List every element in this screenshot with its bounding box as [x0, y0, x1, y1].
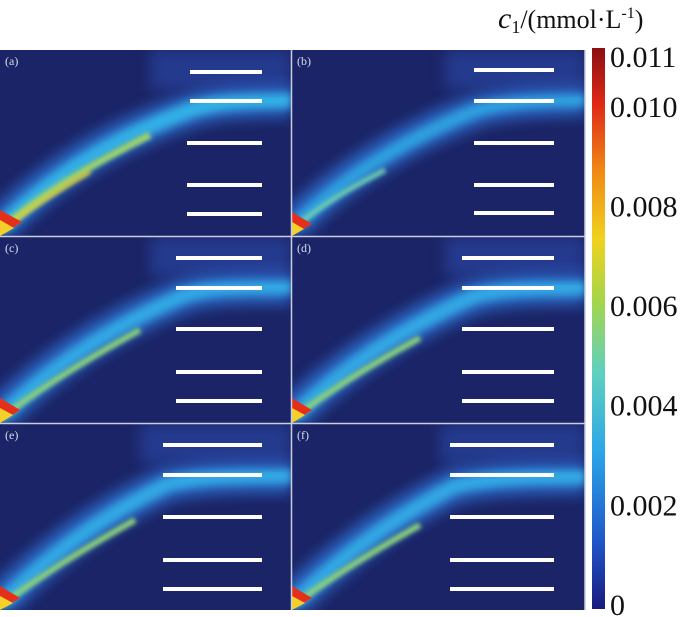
colorbar-tick-label: 0	[610, 589, 625, 617]
electrode-bar	[163, 558, 262, 562]
electrode-bar	[163, 443, 262, 447]
inlet-hotspot-edge	[292, 408, 305, 423]
electrode-bar	[450, 443, 554, 447]
electrode-group	[163, 443, 262, 591]
electrode-bar	[450, 558, 554, 562]
inlet-hotspot-edge	[292, 596, 305, 610]
colorbar-tick-label: 0.008	[610, 190, 678, 223]
electrode-bar	[474, 141, 554, 145]
electrode-bar	[190, 70, 262, 74]
inlet-hotspot-edge	[0, 220, 14, 236]
panel-e: (e)	[0, 424, 291, 610]
electrode-bar	[462, 327, 554, 331]
electrode-bar	[163, 587, 262, 591]
electrode-bar	[190, 99, 262, 103]
colorbar-tick-label: 0.006	[610, 290, 678, 323]
panel-label: (d)	[297, 241, 311, 255]
panel-label: (b)	[297, 54, 311, 68]
panel-label: (a)	[5, 54, 18, 68]
electrode-bar	[176, 286, 262, 290]
panel-c: (c)	[0, 237, 291, 423]
colorbar-ticks: 0.011 0.010 0.008 0.006 0.004 0.002 0	[610, 41, 678, 617]
electrode-bar	[187, 141, 262, 145]
electrode-bar	[462, 399, 554, 403]
electrode-bar	[187, 212, 262, 216]
electrode-bar	[176, 327, 262, 331]
colorbar: c1/(mmol·L-1) 0.0110.0100.0080.0060.0040…	[498, 2, 678, 617]
electrode-bar	[474, 183, 554, 187]
panel-label: (e)	[5, 428, 18, 442]
electrode-bar	[176, 399, 262, 403]
electrode-bar	[462, 370, 554, 374]
colorbar-tick-label: 0.004	[610, 390, 678, 423]
electrode-bar	[450, 473, 554, 477]
electrode-bar	[176, 256, 262, 260]
panel-grid	[0, 50, 586, 610]
electrode-group	[474, 68, 554, 215]
colorbar-tick-label: 0.010	[610, 91, 678, 124]
colorbar-title: c1/(mmol·L-1)	[498, 2, 643, 37]
inlet-hotspot-edge	[0, 408, 13, 423]
panel-label: (f)	[297, 428, 309, 442]
electrode-group	[462, 256, 554, 403]
panel-a: (a)	[0, 50, 291, 236]
electrode-bar	[474, 68, 554, 72]
electrode-bar	[462, 286, 554, 290]
electrode-group	[450, 443, 554, 591]
electrode-bar	[163, 515, 262, 519]
electrode-bar	[474, 211, 554, 215]
colorbar-tick-label: 0.011	[610, 41, 676, 74]
electrode-group	[176, 256, 262, 403]
panel-b: (b)	[292, 50, 585, 236]
plume-core	[0, 131, 152, 233]
panel-label: (c)	[5, 241, 18, 255]
inlet-hotspot-edge	[292, 222, 304, 236]
panel-f: (f)	[292, 424, 585, 610]
colorbar-gradient	[592, 48, 605, 609]
plume-body	[292, 469, 585, 610]
electrode-bar	[450, 515, 554, 519]
electrode-bar	[462, 256, 554, 260]
electrode-bar	[176, 370, 262, 374]
colorbar-tick-label: 0.002	[610, 489, 678, 522]
electrode-group	[187, 70, 262, 216]
panel-d: (d)	[292, 237, 585, 423]
electrode-bar	[474, 99, 554, 103]
electrode-bar	[450, 587, 554, 591]
electrode-bar	[187, 183, 262, 187]
inlet-hotspot-edge	[0, 596, 13, 610]
electrode-bar	[163, 473, 262, 477]
